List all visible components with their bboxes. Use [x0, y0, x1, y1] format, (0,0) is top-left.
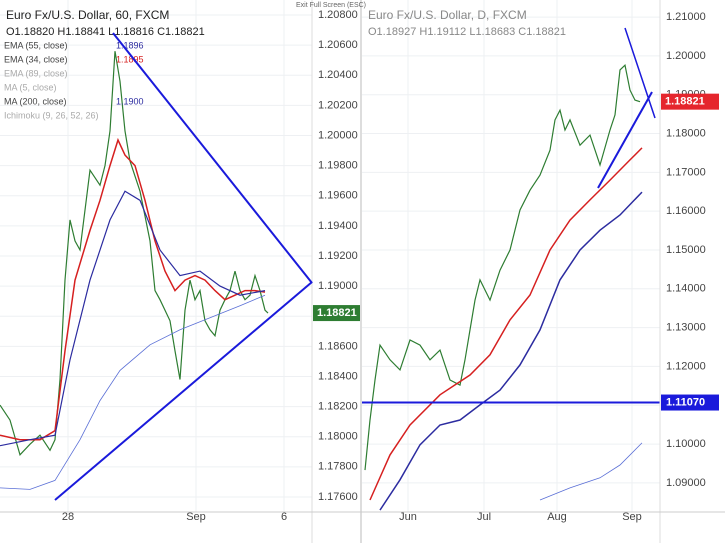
y-tick-label: 1.18000 — [666, 127, 706, 139]
price-line — [0, 190, 266, 447]
y-tick-label: 1.20400 — [318, 69, 358, 81]
indicator-label: Ichimoku (9, 26, 52, 26) — [4, 110, 99, 120]
y-tick-label: 1.12000 — [666, 360, 706, 372]
indicator-label: EMA (89, close) — [4, 68, 68, 78]
price-line — [364, 64, 641, 471]
indicator-value: 1.1900 — [116, 96, 144, 106]
ohlc-values: O1.18927 H1.19112 L1.18683 C1.18821 — [368, 26, 566, 38]
y-tick-label: 1.20000 — [318, 129, 358, 141]
price-line — [0, 294, 266, 490]
x-tick-label: Jul — [477, 511, 491, 523]
y-tick-label: 1.18200 — [318, 400, 358, 412]
chart-title: Euro Fx/U.S. Dollar, D, FXCM — [368, 8, 527, 22]
y-tick-label: 1.14000 — [666, 283, 706, 295]
price-line — [379, 191, 643, 511]
trend-line — [112, 32, 313, 284]
x-tick-label: Jun — [399, 511, 417, 523]
exit-fullscreen[interactable]: Exit Full Screen (ESC) — [296, 2, 366, 9]
indicator-label: EMA (34, close) — [4, 54, 68, 64]
x-tick-label: 6 — [281, 511, 287, 523]
y-tick-label: 1.19200 — [318, 250, 358, 262]
x-tick-label: Sep — [622, 511, 642, 523]
y-tick-label: 1.21000 — [666, 11, 706, 23]
x-tick-label: 28 — [62, 511, 74, 523]
y-tick-label: 1.15000 — [666, 244, 706, 256]
chart-panel-left: 1.17600 1.17800 1.18000 1.18200 1.18400 1.186… — [0, 0, 360, 523]
y-tick-label: 1.17600 — [318, 491, 358, 503]
price-line — [539, 442, 643, 501]
price-line — [369, 147, 643, 501]
y-tick-label: 1.18600 — [318, 340, 358, 352]
last-price-badge — [313, 305, 360, 322]
y-tick-label: 1.16000 — [666, 205, 706, 217]
x-tick-label: Sep — [186, 511, 206, 523]
indicator-label: MA (200, close) — [4, 96, 67, 106]
y-tick-label: 1.10000 — [666, 438, 706, 450]
trend-line — [597, 91, 653, 189]
ohlc-values: O1.18820 H1.18841 L1.18816 C1.18821 — [6, 26, 205, 38]
indicator-label: EMA (55, close) — [4, 40, 68, 50]
y-tick-label: 1.17800 — [318, 461, 358, 473]
y-tick-label: 1.20000 — [666, 50, 706, 62]
last-price-label: 1.18821 — [665, 96, 705, 108]
y-tick-label: 1.17000 — [666, 166, 706, 178]
price-line — [0, 51, 269, 456]
chart-title: Euro Fx/U.S. Dollar, 60, FXCM — [6, 8, 169, 22]
indicator-value: 1.1896 — [116, 40, 144, 50]
indicator-value: 1.1895 — [116, 54, 144, 64]
trend-line — [624, 27, 656, 119]
y-tick-label: 1.20600 — [318, 39, 358, 51]
y-tick-label: 1.18400 — [318, 370, 358, 382]
trend-line — [54, 281, 313, 501]
y-tick-label: 1.20800 — [318, 9, 358, 21]
last-price-label: 1.18821 — [317, 307, 357, 319]
y-tick-label: 1.19000 — [318, 280, 358, 292]
y-tick-label: 1.19400 — [318, 220, 358, 232]
y-tick-label: 1.13000 — [666, 322, 706, 334]
level-label: 1.11070 — [666, 396, 705, 408]
last-price-badge — [661, 93, 719, 110]
y-tick-label: 1.19800 — [318, 160, 358, 172]
x-tick-label: Aug — [547, 511, 567, 523]
y-tick-label: 1.19600 — [318, 190, 358, 202]
chart-panel-right: 1.090001.100001.110001.120001.130001.140… — [362, 0, 719, 523]
indicator-label: MA (5, close) — [4, 82, 57, 92]
level-badge — [661, 394, 719, 411]
y-tick-label: 1.18000 — [318, 431, 358, 443]
price-line — [0, 137, 266, 441]
y-tick-label: 1.09000 — [666, 477, 706, 489]
y-tick-label: 1.20200 — [318, 99, 358, 111]
